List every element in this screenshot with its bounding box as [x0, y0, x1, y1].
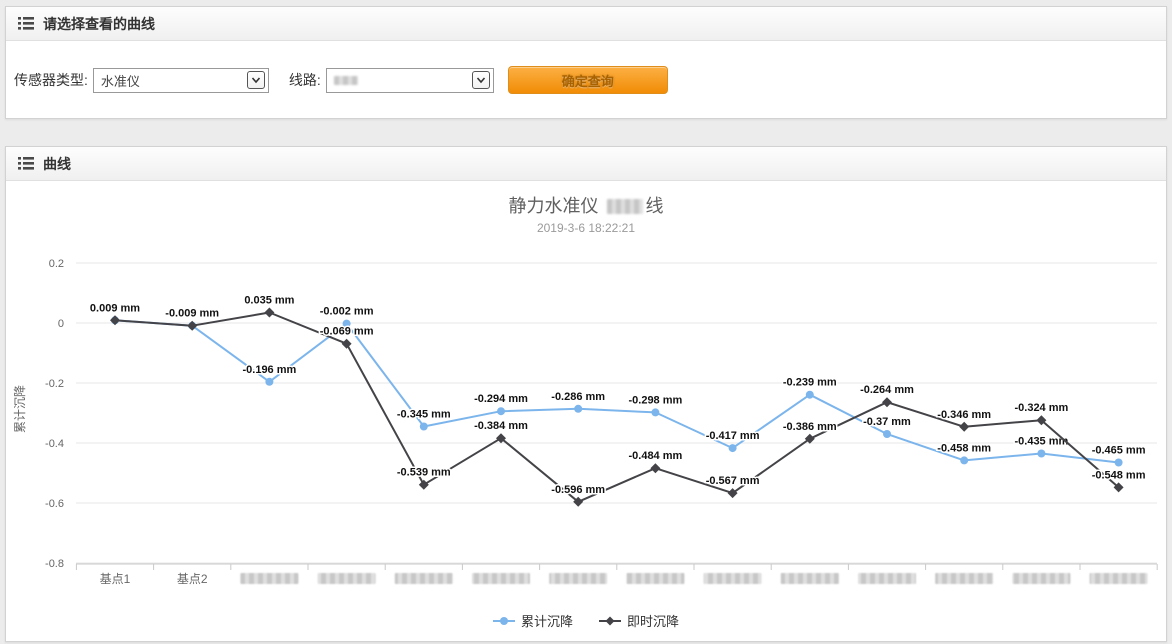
chart-title-suffix: 线 [645, 196, 664, 216]
diamond-marker-icon [599, 616, 621, 625]
list-icon [18, 17, 34, 30]
svg-text:-0.196 mm: -0.196 mm [242, 364, 296, 376]
svg-text:-0.458 mm: -0.458 mm [937, 442, 991, 454]
svg-text:-0.286 mm: -0.286 mm [551, 391, 605, 403]
svg-text:-0.069 mm: -0.069 mm [320, 326, 374, 338]
line-label: 线路: [288, 72, 321, 88]
chart-title-prefix: 静力水准仪 [508, 196, 604, 216]
legend-item-instant-settlement[interactable]: 即时沉降 [599, 611, 679, 630]
svg-text:-0.4: -0.4 [45, 438, 64, 450]
svg-text:-0.324 mm: -0.324 mm [1014, 402, 1068, 414]
svg-text:-0.386 mm: -0.386 mm [783, 421, 837, 433]
svg-text:-0.6: -0.6 [45, 498, 64, 510]
svg-text:-0.345 mm: -0.345 mm [397, 409, 451, 421]
svg-text:-0.484 mm: -0.484 mm [628, 450, 682, 462]
chevron-down-icon[interactable] [471, 71, 490, 89]
svg-text:-0.37 mm: -0.37 mm [863, 416, 911, 428]
filter-form: 传感器类型: 水准仪 线路: 确定查询 [6, 41, 1166, 94]
chart-title: 静力水准仪 线 [6, 192, 1166, 218]
sensor-type-label: 传感器类型: [14, 72, 88, 88]
svg-text:-0.465 mm: -0.465 mm [1092, 445, 1146, 457]
svg-text:-0.384 mm: -0.384 mm [474, 420, 528, 432]
filter-panel-title: 请选择查看的曲线 [43, 15, 155, 32]
list-icon [18, 157, 34, 170]
settlement-chart-svg: 0.2 0 -0.2 -0.4 -0.6 -0.8 基点1 基点2 累计沉降 0.009 mm -0… [13, 258, 1158, 586]
svg-text:累计沉降: 累计沉降 [13, 385, 27, 433]
svg-text:0.2: 0.2 [49, 258, 64, 270]
svg-text:-0.417 mm: -0.417 mm [706, 430, 760, 442]
legend-label: 累计沉降 [520, 614, 573, 629]
chart-panel-title: 曲线 [43, 155, 71, 172]
sensor-type-select[interactable]: 水准仪 [92, 67, 269, 93]
svg-text:基点2: 基点2 [177, 572, 208, 586]
svg-text:-0.435 mm: -0.435 mm [1014, 436, 1068, 448]
svg-text:-0.009 mm: -0.009 mm [165, 308, 219, 320]
svg-text:-0.002 mm: -0.002 mm [320, 306, 374, 318]
svg-text:-0.264 mm: -0.264 mm [860, 384, 914, 396]
svg-text:-0.596 mm: -0.596 mm [551, 484, 605, 496]
circle-marker-icon [492, 616, 515, 625]
svg-text:-0.567 mm: -0.567 mm [706, 475, 760, 487]
legend-item-cumulative-settlement[interactable]: 累计沉降 [492, 611, 573, 630]
svg-text:-0.239 mm: -0.239 mm [783, 377, 837, 389]
chart-legend: 累计沉降 即时沉降 [6, 611, 1166, 630]
sensor-type-value: 水准仪 [100, 73, 140, 89]
svg-text:-0.8: -0.8 [45, 558, 64, 570]
svg-text:-0.2: -0.2 [45, 378, 64, 390]
svg-text:0.009 mm: 0.009 mm [90, 302, 140, 314]
svg-text:-0.548 mm: -0.548 mm [1092, 469, 1146, 481]
line-value-redacted [333, 75, 358, 85]
svg-text:基点1: 基点1 [100, 572, 131, 586]
line-select[interactable] [325, 67, 494, 93]
chart-panel-header: 曲线 [6, 147, 1166, 181]
svg-text:0.035 mm: 0.035 mm [244, 295, 294, 307]
chart-plot-area: 0.2 0 -0.2 -0.4 -0.6 -0.8 基点1 基点2 累计沉降 0.009 mm -0… [6, 181, 1166, 641]
svg-text:-0.346 mm: -0.346 mm [937, 409, 991, 421]
chart-title-redacted [606, 199, 643, 214]
settlement-chart: 静力水准仪 线 2019-3-6 18:22:21 0.2 0 -0.2 -0.4 -0… [6, 181, 1166, 641]
svg-text:0: 0 [58, 318, 64, 330]
filter-panel: 请选择查看的曲线 传感器类型: 水准仪 线路: 确定查询 [5, 6, 1167, 119]
svg-text:-0.298 mm: -0.298 mm [628, 394, 682, 406]
chart-panel: 曲线 静力水准仪 线 2019-3-6 18:22:21 0.2 0 -0.2 -0.… [5, 146, 1167, 642]
chart-subtitle: 2019-3-6 18:22:21 [536, 221, 636, 235]
legend-label: 即时沉降 [627, 614, 680, 629]
chevron-down-icon[interactable] [246, 71, 265, 89]
svg-text:-0.539 mm: -0.539 mm [397, 467, 451, 479]
svg-text:-0.294 mm: -0.294 mm [474, 393, 528, 405]
confirm-query-button[interactable]: 确定查询 [507, 66, 668, 94]
filter-panel-header: 请选择查看的曲线 [6, 7, 1166, 41]
